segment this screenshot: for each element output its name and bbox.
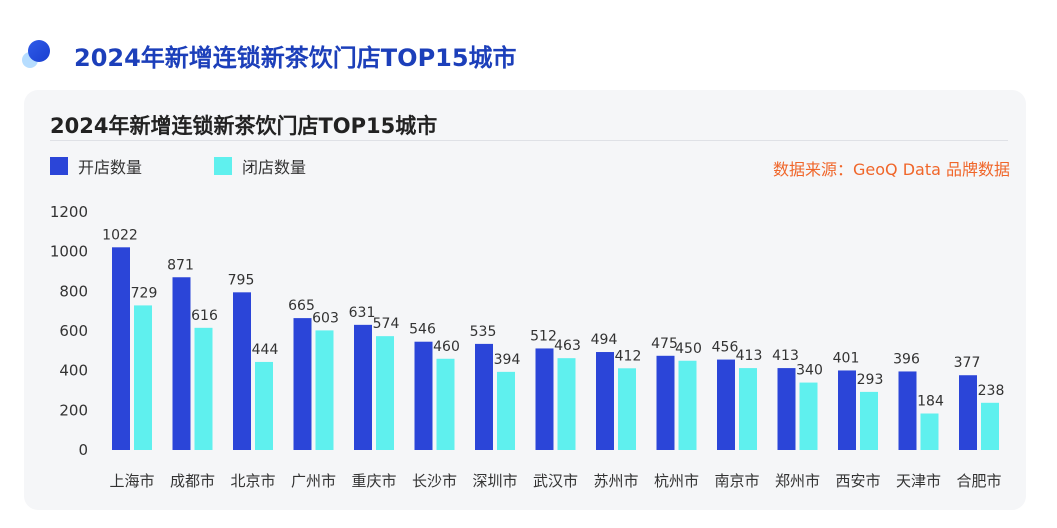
bar-open [535, 348, 554, 450]
bar-close [376, 336, 394, 450]
bar-close [981, 402, 999, 450]
legend-label-close: 闭店数量 [242, 158, 307, 177]
data-label-open: 1022 [102, 227, 138, 243]
x-category-label: 合肥市 [956, 472, 1001, 490]
x-category-label: 郑州市 [775, 472, 820, 490]
data-label-open: 377 [954, 355, 981, 371]
bar-close [618, 368, 636, 450]
y-tick-label: 800 [59, 282, 88, 300]
legend-swatch-open [50, 157, 68, 175]
data-label-close: 574 [373, 316, 400, 332]
data-label-close: 450 [675, 341, 702, 357]
x-category-label: 天津市 [896, 472, 941, 490]
data-label-close: 413 [736, 348, 763, 364]
data-label-close: 603 [312, 310, 339, 326]
x-category-label: 广州市 [291, 472, 336, 490]
page-header: 2024年新增连锁新茶饮门店TOP15城市 [22, 36, 782, 76]
legend-swatch-close [214, 157, 232, 175]
bar-open [414, 341, 433, 450]
data-label-open: 795 [228, 272, 255, 288]
x-category-label: 南京市 [714, 472, 759, 490]
data-label-close: 460 [433, 339, 460, 355]
bar-close [315, 330, 334, 450]
data-label-open: 475 [651, 336, 678, 352]
x-category-label: 深圳市 [472, 472, 517, 490]
bar-close [194, 327, 213, 450]
legend-item-open: 开店数量 [50, 154, 142, 178]
bar-close [678, 360, 697, 450]
y-tick-label: 0 [78, 441, 88, 459]
data-label-close: 238 [978, 383, 1005, 399]
data-label-close: 463 [554, 338, 581, 354]
x-category-label: 北京市 [230, 472, 275, 490]
bar-open [233, 292, 251, 450]
x-category-label: 重庆市 [351, 472, 396, 490]
bar-open [596, 352, 614, 450]
title-divider [50, 140, 1008, 141]
data-label-close: 616 [191, 308, 218, 324]
y-tick-label: 600 [59, 322, 88, 340]
data-source: 数据来源：GeoQ Data 品牌数据 [772, 160, 1010, 179]
bar-close [557, 358, 576, 450]
page-title: 2024年新增连锁新茶饮门店TOP15城市 [74, 44, 517, 72]
bar-close [860, 391, 878, 450]
legend-item-close: 闭店数量 [214, 154, 306, 178]
bar-close [497, 371, 515, 450]
bar-open [293, 318, 312, 450]
data-label-open: 413 [772, 348, 799, 364]
data-label-open: 546 [409, 322, 436, 338]
data-label-close: 394 [494, 352, 521, 368]
x-category-label: 西安市 [835, 472, 880, 490]
bar-open [656, 355, 675, 450]
data-label-close: 412 [615, 348, 642, 364]
data-label-open: 871 [167, 257, 194, 273]
x-category-label: 成都市 [170, 472, 215, 490]
y-tick-label: 200 [59, 401, 88, 419]
data-label-close: 444 [252, 342, 279, 358]
bar-chart: 0 200 400 600 800 1000 1200 1022 729 上海市 871 616 成都市… [50, 203, 1005, 490]
bar-open [717, 359, 735, 450]
data-label-close: 340 [796, 363, 823, 379]
data-label-open: 665 [288, 298, 315, 314]
bar-open [475, 343, 493, 450]
bar-close [920, 413, 939, 450]
legend-label-open: 开店数量 [78, 158, 143, 177]
data-label-close: 729 [131, 285, 158, 301]
x-category-label: 武汉市 [533, 472, 578, 490]
y-tick-label: 1200 [50, 203, 88, 221]
data-label-close: 184 [917, 394, 944, 410]
data-label-close: 293 [857, 372, 884, 388]
data-label-open: 535 [470, 324, 497, 340]
data-label-open: 401 [833, 350, 860, 366]
data-label-open: 494 [591, 332, 618, 348]
data-label-open: 512 [530, 328, 557, 344]
bar-close [739, 368, 757, 450]
x-category-label: 杭州市 [654, 472, 699, 490]
bar-open [112, 247, 130, 450]
data-label-open: 631 [349, 305, 376, 321]
data-label-open: 456 [712, 340, 739, 356]
bar-close [134, 305, 152, 450]
bar-close [255, 361, 273, 450]
y-tick-label: 1000 [50, 243, 88, 261]
x-category-label: 苏州市 [593, 472, 638, 490]
bar-open [172, 277, 191, 450]
logo-dot-icon [28, 40, 50, 62]
bar-open [959, 375, 977, 450]
bar-close [799, 382, 818, 450]
chart-card: 2024年新增连锁新茶饮门店TOP15城市 开店数量 闭店数量 数据来源：Geo… [24, 90, 1026, 510]
bar-open [898, 371, 917, 450]
bar-open [354, 324, 372, 450]
chart-title: 2024年新增连锁新茶饮门店TOP15城市 [50, 114, 438, 138]
bar-close [436, 358, 455, 450]
bar-open [838, 370, 856, 450]
x-category-label: 长沙市 [412, 472, 457, 490]
bar-open [777, 368, 796, 450]
x-category-label: 上海市 [109, 472, 154, 490]
data-label-open: 396 [893, 351, 920, 367]
y-tick-label: 400 [59, 362, 88, 380]
